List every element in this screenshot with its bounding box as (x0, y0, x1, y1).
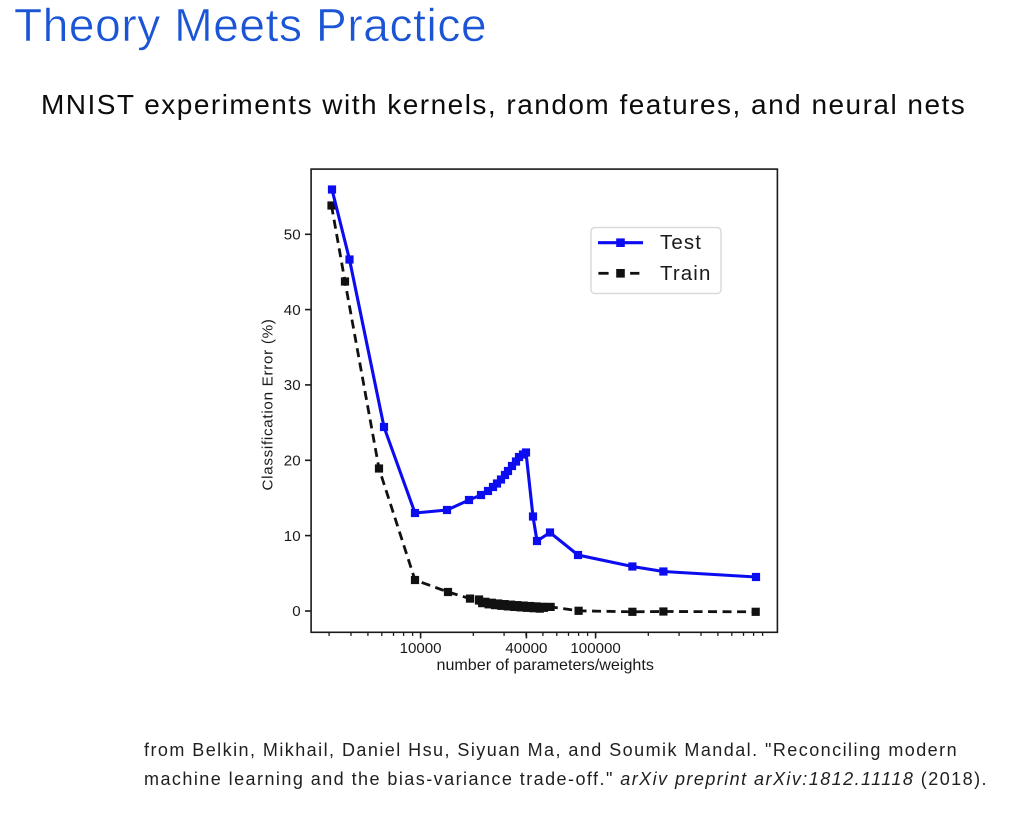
svg-text:100000: 100000 (570, 640, 620, 657)
svg-text:number of parameters/weights: number of parameters/weights (437, 656, 654, 674)
svg-text:Train: Train (660, 262, 711, 285)
svg-text:30: 30 (284, 377, 301, 394)
svg-text:40000: 40000 (505, 640, 547, 657)
svg-text:40: 40 (284, 302, 301, 319)
svg-text:50: 50 (284, 227, 301, 244)
svg-text:Classification Error (%): Classification Error (%) (259, 318, 276, 490)
svg-text:0: 0 (292, 603, 300, 620)
svg-text:20: 20 (284, 453, 301, 470)
svg-text:10: 10 (284, 528, 301, 545)
svg-text:10000: 10000 (400, 640, 442, 657)
svg-text:Test: Test (660, 231, 702, 254)
